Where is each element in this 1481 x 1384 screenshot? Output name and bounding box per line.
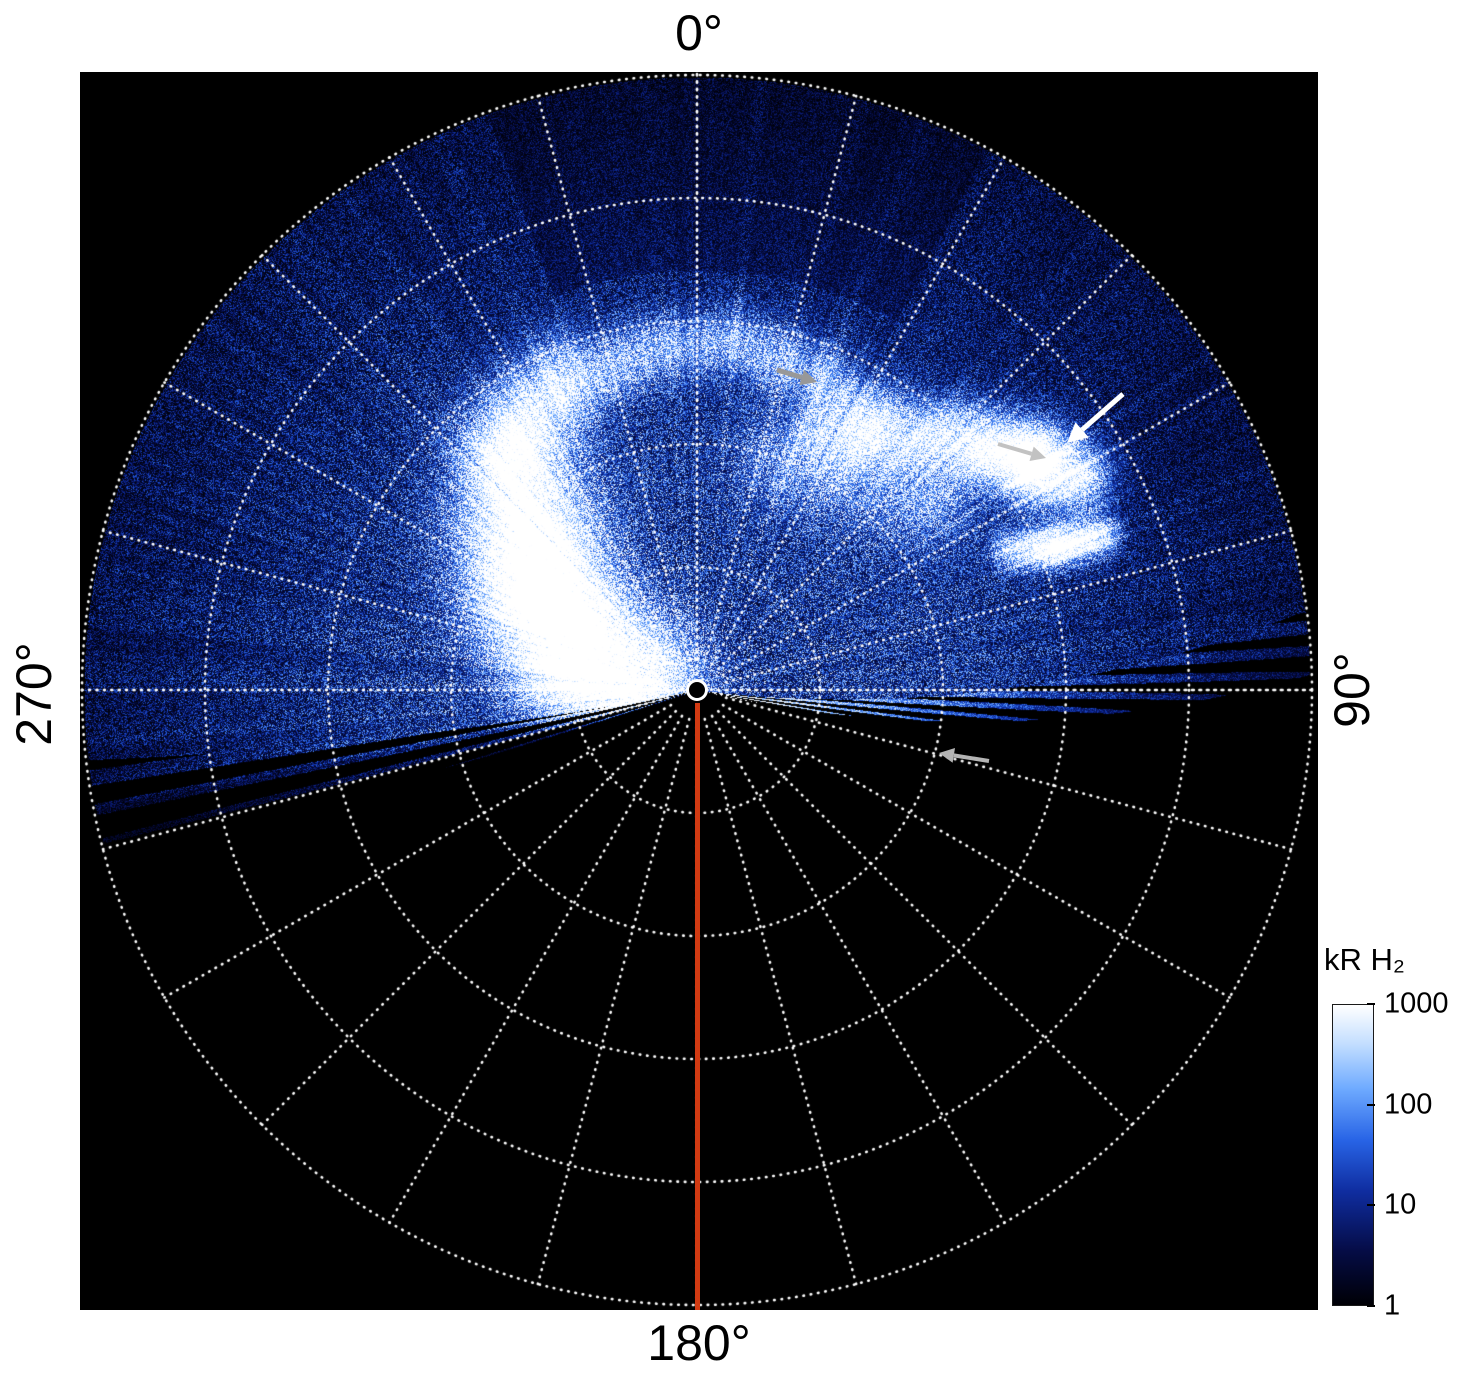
colorbar-tick-label: 1000 <box>1384 988 1449 1021</box>
meridian-line-180 <box>695 703 700 1310</box>
colorbar: kR H₂ 1000 100 10 1 <box>1322 942 1481 1342</box>
colorbar-tick-label: 10 <box>1384 1189 1416 1222</box>
colorbar-tick <box>1367 1204 1375 1206</box>
colorbar-title: kR H₂ <box>1324 942 1481 978</box>
angle-label-180: 180° <box>80 1314 1318 1372</box>
pole-marker <box>686 679 708 701</box>
plot-area <box>80 72 1318 1310</box>
colorbar-tick-label: 100 <box>1384 1089 1432 1122</box>
angle-label-90: 90° <box>1323 652 1381 728</box>
angle-label-0: 0° <box>80 4 1318 62</box>
colorbar-tick <box>1367 1305 1375 1307</box>
aurora-polar-projection-figure: 0° 90° 180° 270° kR H₂ 1000 100 10 1 <box>0 0 1481 1384</box>
colorbar-gradient <box>1332 1004 1374 1306</box>
angle-label-270: 270° <box>5 642 63 745</box>
colorbar-tick <box>1367 1003 1375 1005</box>
colorbar-tick <box>1367 1104 1375 1106</box>
colorbar-tick-label: 1 <box>1384 1290 1400 1323</box>
